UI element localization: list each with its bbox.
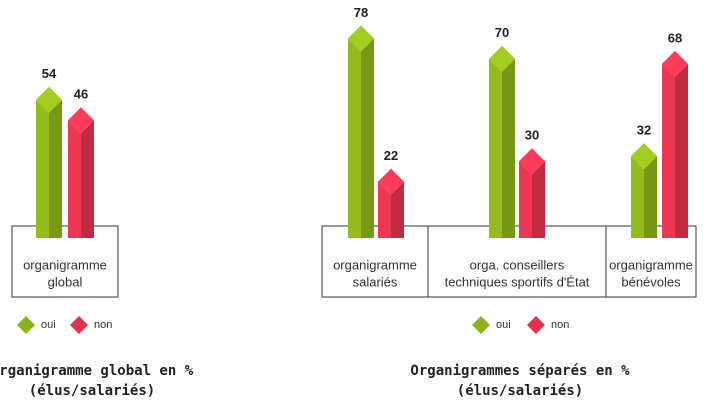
bar-face (391, 181, 404, 238)
category-box (321, 225, 697, 298)
bar-face (348, 38, 361, 238)
bar (662, 50, 688, 238)
chart-title: (élus/salariés) (29, 383, 155, 399)
bar-face (675, 63, 688, 238)
legend-label: non (551, 319, 569, 331)
bar-face (489, 45, 515, 72)
data-label: 68 (668, 30, 682, 45)
bar (519, 148, 545, 238)
bar-face (644, 156, 657, 238)
bar-face (68, 107, 94, 134)
bar-face (519, 148, 545, 175)
x-tick-label: salariés (353, 274, 398, 289)
legend-marker (472, 316, 490, 334)
bar (378, 168, 404, 238)
x-tick-label: global (48, 274, 83, 289)
bar-face (68, 120, 81, 238)
data-label: 30 (525, 128, 539, 143)
bar-face (662, 63, 675, 238)
data-label: 22 (384, 148, 398, 163)
bar-face (489, 58, 502, 238)
x-tick-label: techniques sportifs d'État (445, 274, 590, 289)
bar-face (36, 99, 49, 238)
legend-label: oui (496, 319, 511, 331)
bar-face (81, 120, 94, 238)
bar-face (502, 58, 515, 238)
chart-title: Organigramme global en % (0, 363, 194, 379)
data-label: 54 (42, 66, 57, 81)
bar-face (36, 86, 62, 113)
x-tick-label: orga. conseillers (470, 257, 565, 272)
data-label: 46 (74, 87, 88, 102)
bar-face (378, 168, 404, 195)
bar (348, 25, 374, 238)
legend-label: oui (41, 319, 56, 331)
frames (11, 225, 697, 298)
bar-face (631, 143, 657, 170)
data-label: 78 (354, 5, 368, 20)
x-tick-label: organigramme (609, 257, 693, 272)
category-box (11, 225, 119, 298)
legend-label: non (94, 319, 112, 331)
bar-face (662, 50, 688, 77)
chart-title: Organigrammes séparés en % (410, 363, 630, 379)
bar (631, 143, 657, 238)
bar (489, 45, 515, 238)
bar-face (361, 38, 374, 238)
bar (68, 107, 94, 238)
x-tick-label: organigramme (23, 257, 107, 272)
x-tick-label: bénévoles (621, 274, 681, 289)
x-tick-label: organigramme (333, 257, 417, 272)
legend-marker (17, 316, 35, 334)
legend-marker (70, 316, 88, 334)
data-label: 32 (637, 123, 651, 138)
bar-face (348, 25, 374, 52)
bar-face (631, 156, 644, 238)
bar-face (378, 181, 391, 238)
bar-face (519, 161, 532, 238)
bar (36, 86, 62, 238)
legend-marker (527, 316, 545, 334)
bar-face (49, 99, 62, 238)
data-label: 70 (495, 25, 509, 40)
bar-face (532, 161, 545, 238)
chart-title: (élus/salariés) (457, 383, 583, 399)
